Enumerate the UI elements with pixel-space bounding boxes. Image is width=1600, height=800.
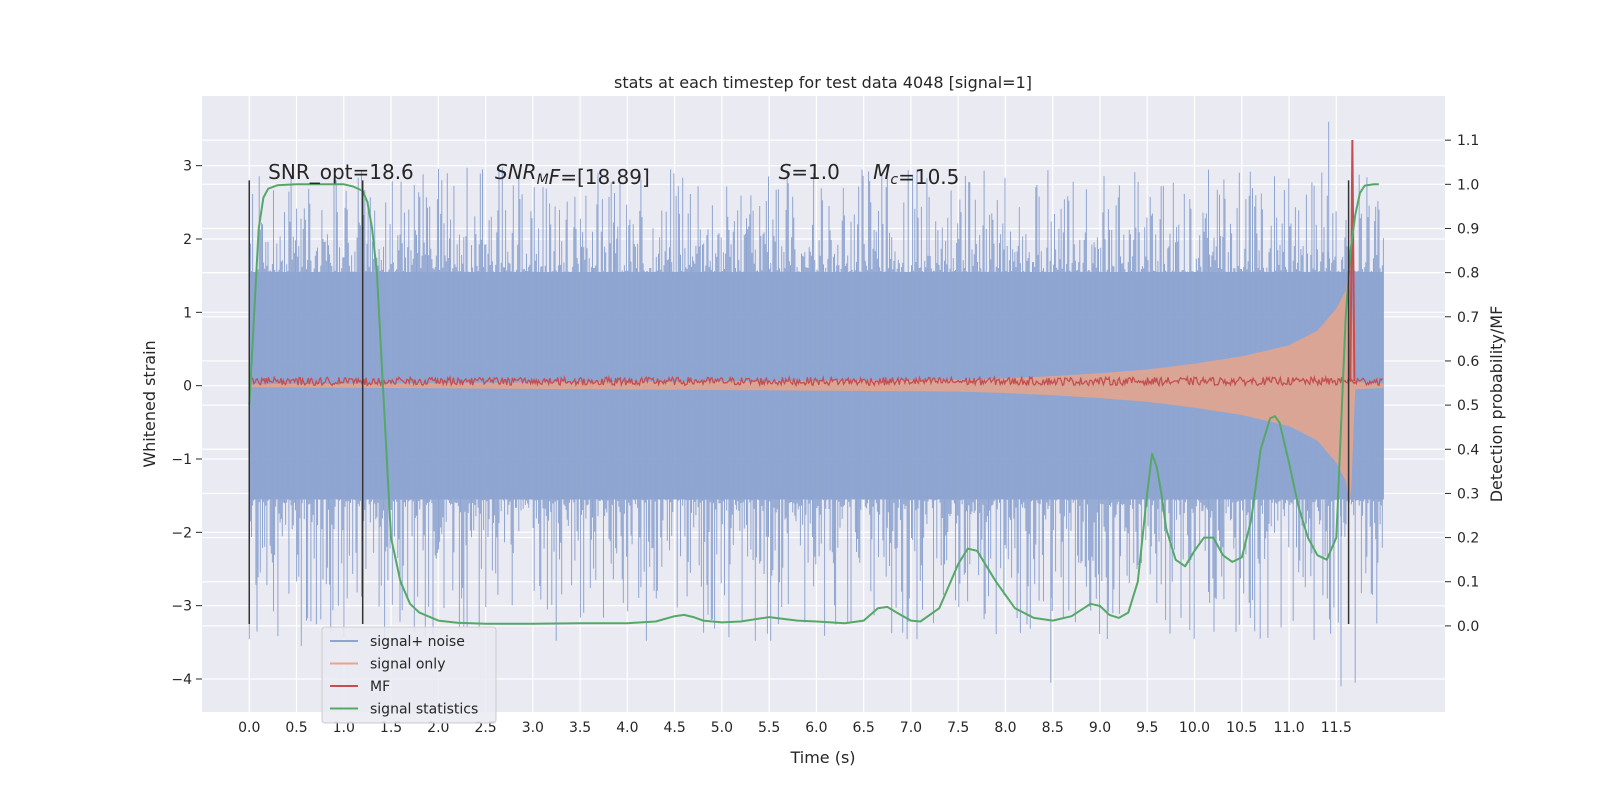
annotation-part: S <box>779 160 792 184</box>
x-tick-label: 7.5 <box>947 720 969 736</box>
signal-statistics-line <box>248 183 1379 625</box>
x-tick-label: 6.0 <box>805 720 827 736</box>
annotation-part: F <box>549 165 561 189</box>
y2-tick-label: 0.2 <box>1457 531 1479 547</box>
x-tick-label: 5.5 <box>758 720 780 736</box>
annotation-part: =10.5 <box>898 165 959 189</box>
x-tick-label: 0.0 <box>238 720 260 736</box>
annotation-part: M <box>873 160 890 184</box>
x-axis-label: Time (s) <box>789 748 855 767</box>
x-tick-label: 2.5 <box>474 720 496 736</box>
y-tick-label: −4 <box>171 672 192 688</box>
chart-title: stats at each timestep for test data 404… <box>614 73 1032 92</box>
annotation-part: SNR_opt=18.6 <box>268 160 414 184</box>
annotations: SNR_opt=18.6 SNRMF=[18.89] S=1.0 Mc=10.5 <box>268 160 959 189</box>
x-tick-label: 6.5 <box>853 720 875 736</box>
x-tick-label: 11.5 <box>1321 720 1352 736</box>
annotation: Mc=10.5 <box>873 160 959 189</box>
annotation-part: =1.0 <box>791 160 840 184</box>
y2-tick-label: 0.4 <box>1457 442 1479 458</box>
y2-tick-label: 0.0 <box>1457 619 1479 635</box>
x-tick-label: 10.5 <box>1226 720 1257 736</box>
annotation: SNR_opt=18.6 <box>268 160 414 184</box>
y2-tick-label: 0.7 <box>1457 310 1479 326</box>
legend-label: signal only <box>370 657 445 673</box>
x-tick-label: 9.5 <box>1136 720 1158 736</box>
x-tick-label: 5.0 <box>711 720 733 736</box>
x-axis-ticks: 0.0 0.5 1.0 1.5 2.0 2.5 3.0 3.5 4.0 4.5 5.0 5.5 6.0 6… <box>238 720 1352 736</box>
y2-tick-label: 0.6 <box>1457 354 1479 370</box>
annotation-part: M <box>537 172 549 188</box>
x-tick-label: 10.0 <box>1179 720 1210 736</box>
y2-tick-label: 0.5 <box>1457 398 1479 414</box>
y-tick-label: 0 <box>183 379 192 395</box>
vertical-markers <box>248 180 1350 624</box>
x-tick-label: 3.0 <box>522 720 544 736</box>
y-axis-label: Whitened strain <box>140 340 159 467</box>
x-tick-label: 11.0 <box>1273 720 1304 736</box>
y2-tick-label: 0.8 <box>1457 266 1479 282</box>
y-tick-label: 2 <box>183 232 192 248</box>
y2-tick-label: 0.1 <box>1457 575 1479 591</box>
signal-only-series <box>249 266 1384 505</box>
y-tick-label: −3 <box>171 599 192 615</box>
y2-axis-label: Detection probability/MF <box>1487 306 1506 503</box>
y-tick-label: 1 <box>183 305 192 321</box>
x-tick-label: 8.5 <box>1042 720 1064 736</box>
mf-peak <box>1349 139 1356 382</box>
y2-tick-label: 0.3 <box>1457 486 1479 502</box>
y2-tick-label: 1.0 <box>1457 177 1479 193</box>
plot-area <box>248 121 1384 687</box>
y2-axis-ticks: 0.0 0.1 0.2 0.3 0.4 0.5 0.6 0.7 0.8 0.9 1.0 1.1 <box>1445 133 1479 635</box>
x-tick-label: 4.0 <box>616 720 638 736</box>
annotation-part: =[18.89] <box>560 165 650 189</box>
y2-tick-label: 1.1 <box>1457 133 1479 149</box>
legend-label: signal+ noise <box>370 634 465 650</box>
y-tick-label: 3 <box>183 159 192 175</box>
annotation: SNRMF=[18.89] <box>495 160 650 189</box>
y-tick-label: −2 <box>171 525 192 541</box>
legend: signal+ noise signal only MF signal statist… <box>321 626 497 724</box>
annotation: S=1.0 <box>779 160 840 184</box>
annotation-part: SNR <box>495 160 537 184</box>
x-tick-label: 2.0 <box>427 720 449 736</box>
x-tick-label: 7.0 <box>900 720 922 736</box>
mf-series-line <box>248 374 1383 388</box>
x-tick-label: 3.5 <box>569 720 591 736</box>
legend-label: MF <box>370 679 390 695</box>
x-tick-label: 9.0 <box>1089 720 1111 736</box>
y-tick-label: −1 <box>171 452 192 468</box>
y-axis-ticks: 3 2 1 0 −1 −2 −3 −4 <box>171 159 202 688</box>
legend-label: signal statistics <box>370 702 478 718</box>
x-tick-label: 0.5 <box>285 720 307 736</box>
x-tick-label: 8.0 <box>994 720 1016 736</box>
legend-box <box>321 626 497 724</box>
x-tick-label: 4.5 <box>663 720 685 736</box>
x-tick-label: 1.5 <box>380 720 402 736</box>
x-tick-label: 1.0 <box>333 720 355 736</box>
annotation-part: c <box>890 172 898 188</box>
y2-tick-label: 0.9 <box>1457 221 1479 237</box>
